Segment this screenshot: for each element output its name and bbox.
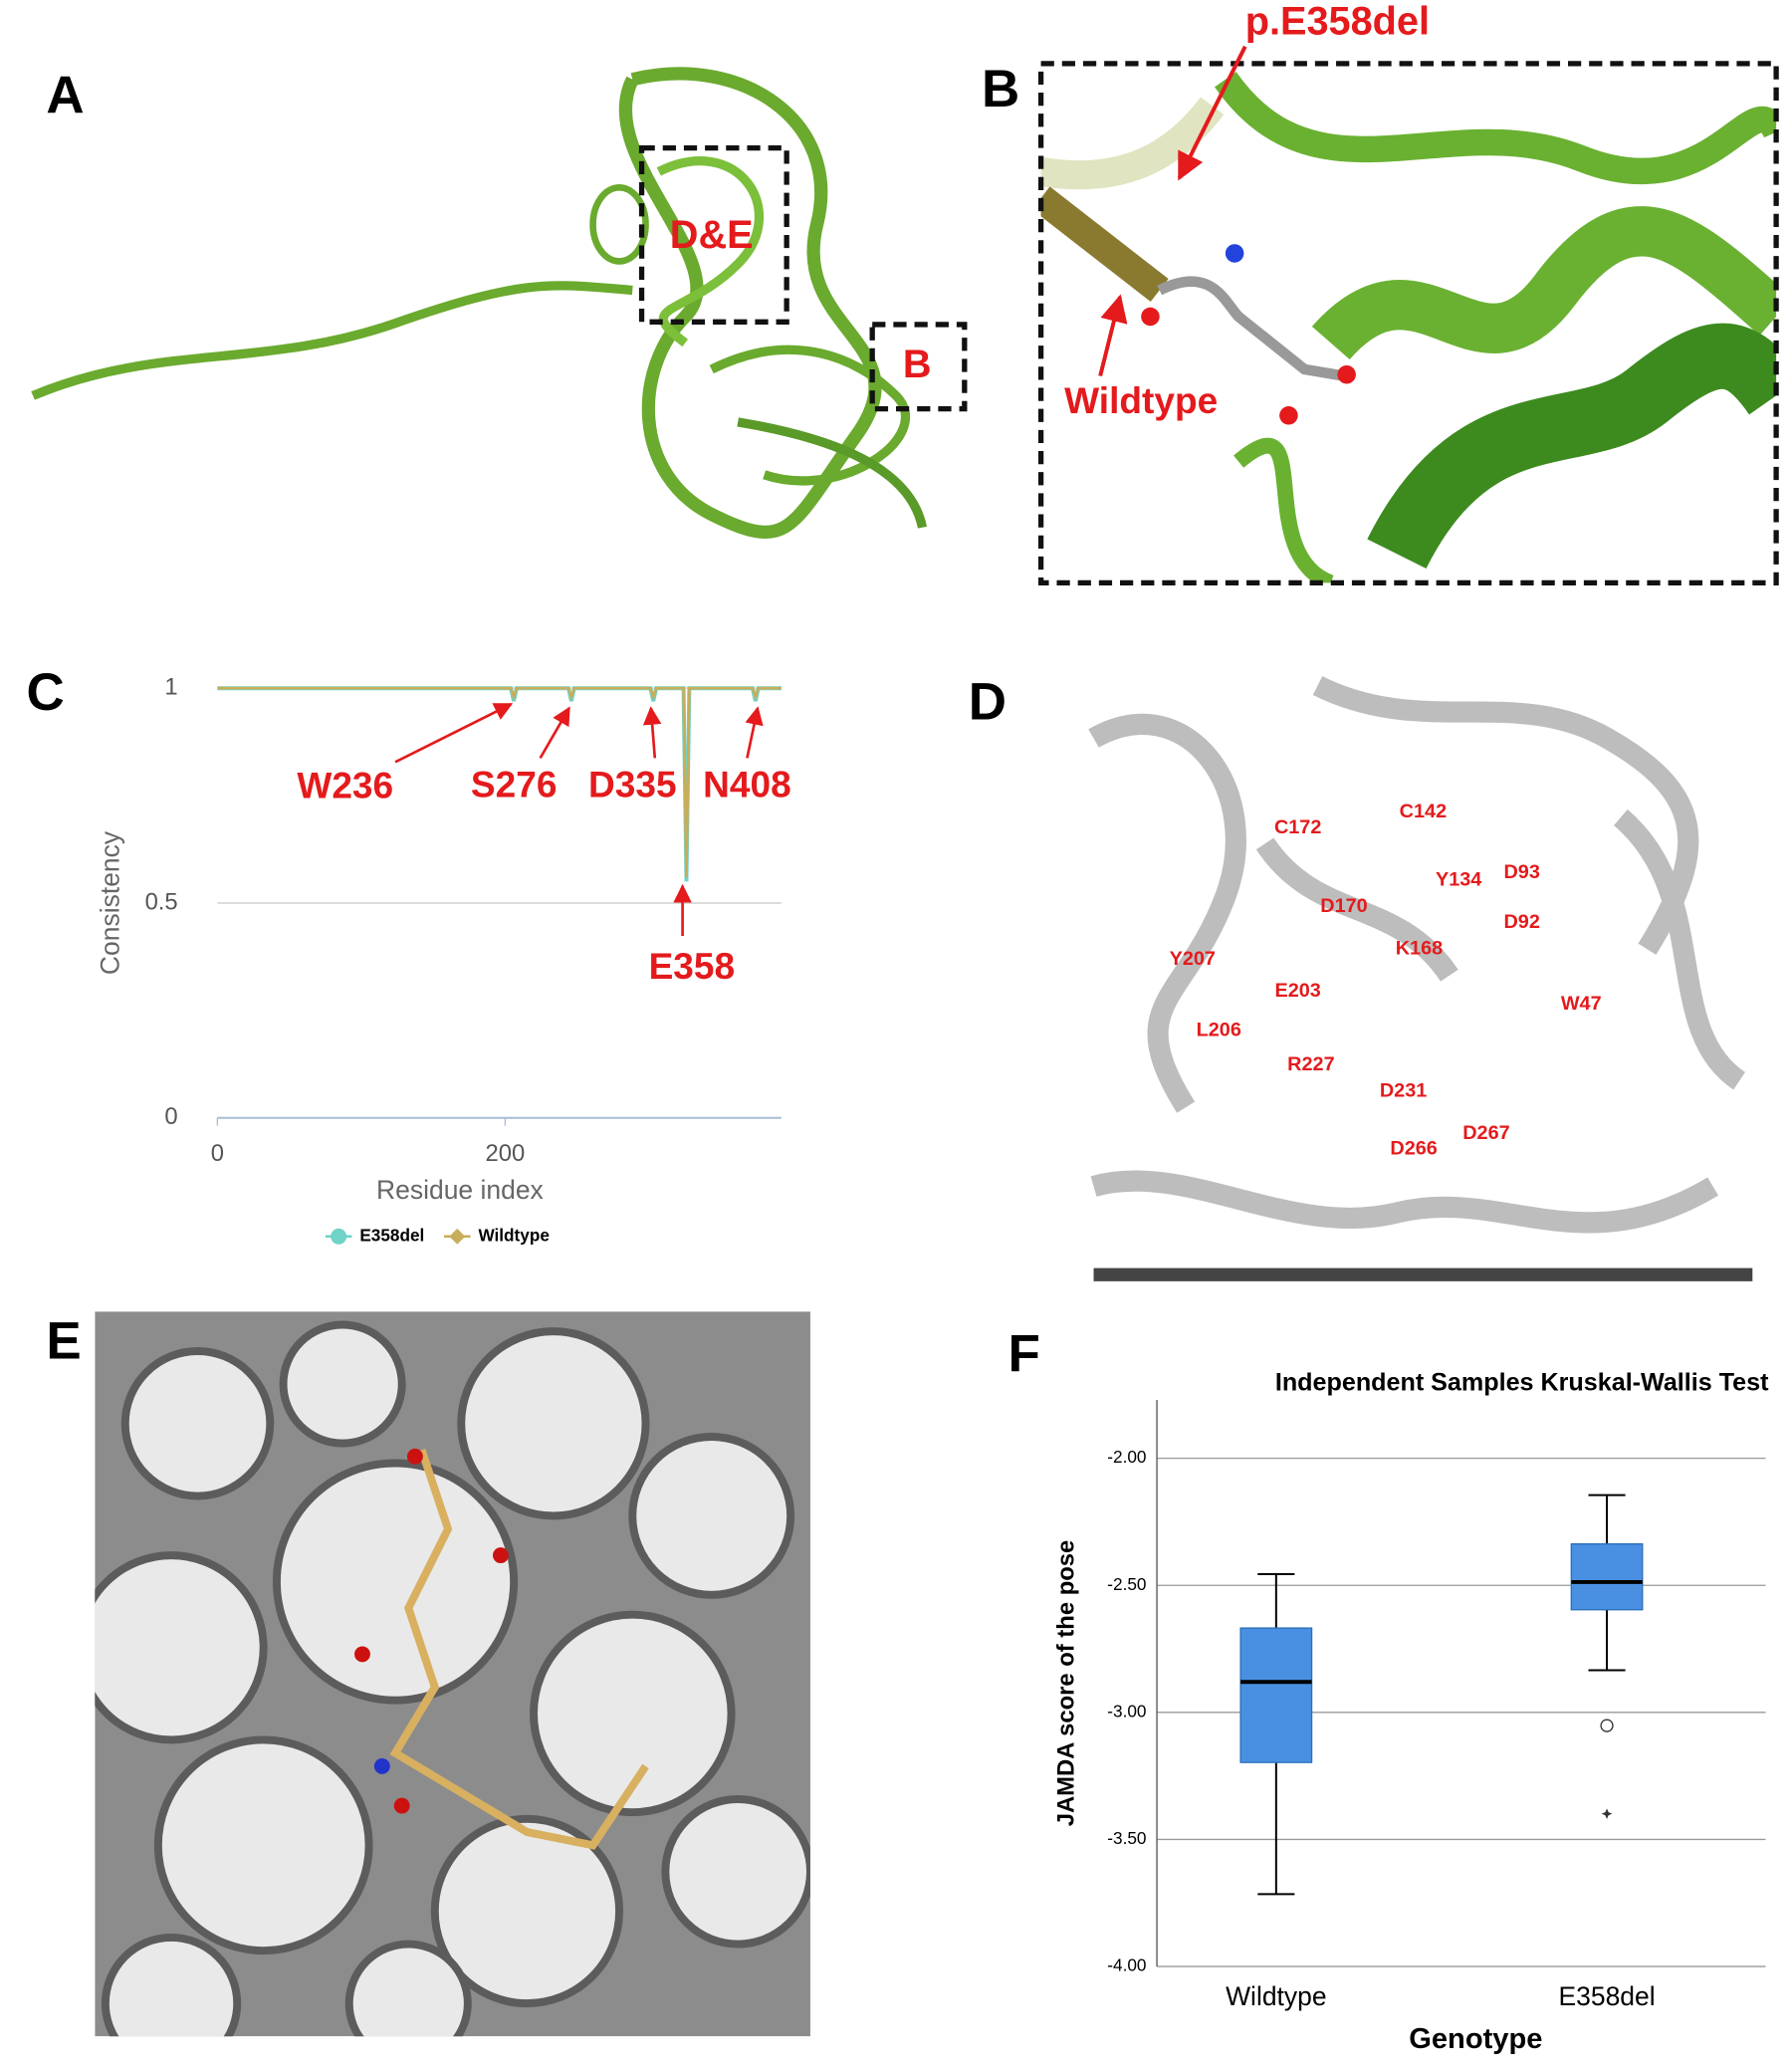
residue-label: Y207 <box>1170 948 1216 970</box>
x-tick-label: E358del <box>1558 1981 1655 2011</box>
y-tick-label: -2.50 <box>1107 1574 1146 1594</box>
annotation: N408 <box>703 763 791 804</box>
annotation: S276 <box>471 763 558 804</box>
residue-label: D267 <box>1462 1122 1509 1144</box>
box-b <box>869 322 968 412</box>
annotation: D335 <box>588 763 677 804</box>
y-tick-label: 0 <box>164 1103 177 1130</box>
residue-label: D93 <box>1503 861 1539 883</box>
residue-label: D170 <box>1320 895 1367 917</box>
annotation-arrow <box>642 706 662 759</box>
protein-d <box>1073 659 1762 1281</box>
residue-label: D231 <box>1380 1079 1427 1101</box>
extreme <box>1601 1808 1613 1819</box>
legend-label: Wildtype <box>478 1225 549 1245</box>
residue-label: Y134 <box>1436 869 1481 891</box>
residue-label: R227 <box>1287 1053 1334 1075</box>
y-tick-label: -2.00 <box>1107 1447 1146 1467</box>
arrow <box>1177 45 1247 181</box>
y-tick-label: -4.00 <box>1107 1955 1146 1975</box>
x-axis-label: Residue index <box>376 1175 544 1205</box>
annotation-arrow <box>394 702 514 764</box>
annotation-arrow <box>745 706 764 759</box>
residue-label: C172 <box>1274 816 1321 838</box>
panel-letter: A <box>46 67 84 125</box>
region-label: D&E <box>670 213 754 257</box>
mutation-label: p.E358del <box>1245 0 1430 44</box>
residue-label: D92 <box>1503 911 1539 933</box>
x-axis-label: Genotype <box>1409 2023 1542 2055</box>
x-tick-label: 0 <box>211 1140 224 1167</box>
panel-letter: E <box>46 1311 81 1370</box>
panel-letter: C <box>26 663 64 722</box>
panel-letter: B <box>982 60 1019 118</box>
protein-a <box>31 67 928 539</box>
chart-title: Independent Samples Kruskal-Wallis Test <box>1275 1369 1769 1397</box>
surface-e <box>95 1311 810 2037</box>
atom <box>1279 406 1298 425</box>
annotation: E358 <box>649 945 736 987</box>
y-tick-label: -3.00 <box>1107 1701 1146 1721</box>
wildtype-label: Wildtype <box>1064 379 1218 421</box>
panel-b-frame <box>1037 61 1779 585</box>
arrow <box>1098 294 1128 377</box>
residue-label: E203 <box>1274 980 1320 1002</box>
box <box>1239 1627 1313 1763</box>
box <box>1570 1542 1644 1611</box>
y-axis-label: Consistency <box>95 830 124 975</box>
panel-letter: D <box>969 672 1007 731</box>
legend-label: E358del <box>359 1225 424 1245</box>
series-line <box>217 686 782 878</box>
y-axis-label: JAMDA score of the pose <box>1052 1540 1079 1827</box>
y-tick-label: -3.50 <box>1107 1828 1146 1848</box>
outlier <box>1600 1719 1614 1732</box>
x-tick-label: 200 <box>486 1140 526 1167</box>
legend-marker <box>331 1228 347 1245</box>
residue-label: K168 <box>1396 938 1443 960</box>
y-tick-label: 1 <box>164 674 177 701</box>
residue-label: C142 <box>1400 801 1447 822</box>
legend-marker <box>449 1228 466 1245</box>
y-tick-label: 0.5 <box>145 888 178 915</box>
atom <box>1141 307 1160 327</box>
panel-letter: F <box>1008 1325 1039 1384</box>
annotation: W236 <box>297 765 393 806</box>
atom <box>1337 364 1356 384</box>
region-label: B <box>903 343 932 386</box>
residue-label: L206 <box>1197 1020 1241 1041</box>
protein-b <box>1040 72 1777 583</box>
residue-label: D266 <box>1390 1138 1437 1160</box>
x-tick-label: Wildtype <box>1226 1981 1327 2011</box>
atom <box>1225 244 1244 263</box>
box-de <box>638 144 789 325</box>
annotation-arrow <box>539 706 570 760</box>
residue-label: W47 <box>1561 993 1602 1015</box>
